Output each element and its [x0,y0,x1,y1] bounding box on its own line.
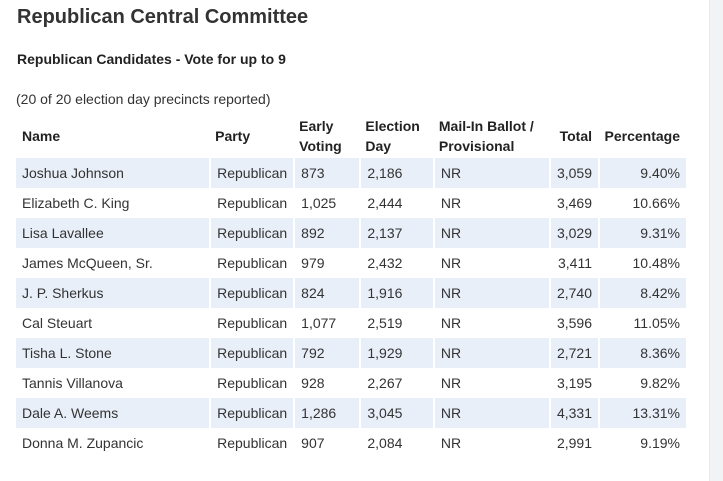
candidate-name: James McQueen, Sr. [16,248,210,278]
table-row: Joshua Johnson Republican 873 2,186 NR 3… [16,158,686,188]
table-row: James McQueen, Sr. Republican 979 2,432 … [16,248,686,278]
candidate-name: Tannis Villanova [16,368,210,398]
percentage-value: 9.31% [598,218,686,248]
candidate-name: Donna M. Zupancic [16,428,210,458]
early-voting-count: 928 [293,368,360,398]
election-day-count: 2,519 [359,308,433,338]
total-count: 2,740 [548,278,598,308]
percentage-value: 9.19% [598,428,686,458]
header-name: Name [16,114,210,158]
percentage-value: 11.05% [598,308,686,338]
candidate-party: Republican [209,248,294,278]
candidate-name: Elizabeth C. King [16,188,210,218]
total-count: 3,195 [548,368,598,398]
candidate-party: Republican [209,278,294,308]
candidate-party: Republican [209,218,294,248]
candidate-party: Republican [209,428,294,458]
contest-subtitle: Republican Candidates - Vote for up to 9 [17,51,286,67]
candidate-party: Republican [209,368,294,398]
early-voting-count: 873 [293,158,360,188]
election-day-count: 2,186 [359,158,433,188]
mail-in-count: NR [432,398,549,428]
table-row: Cal Steuart Republican 1,077 2,519 NR 3,… [16,308,686,338]
precincts-reported-note: (20 of 20 election day precincts reporte… [16,91,271,107]
total-count: 3,411 [548,248,598,278]
election-day-count: 2,137 [359,218,433,248]
percentage-value: 9.40% [598,158,686,188]
candidate-party: Republican [209,188,294,218]
early-voting-count: 1,025 [293,188,360,218]
percentage-value: 10.66% [598,188,686,218]
table-row: Lisa Lavallee Republican 892 2,137 NR 3,… [16,218,686,248]
table-row: Tannis Villanova Republican 928 2,267 NR… [16,368,686,398]
total-count: 3,469 [548,188,598,218]
total-count: 4,331 [548,398,598,428]
total-count: 3,029 [548,218,598,248]
percentage-value: 10.48% [598,248,686,278]
mail-in-count: NR [432,368,549,398]
mail-in-count: NR [432,248,549,278]
percentage-value: 9.82% [598,368,686,398]
candidate-name: Tisha L. Stone [16,338,210,368]
table-row: Dale A. Weems Republican 1,286 3,045 NR … [16,398,686,428]
table-header-row: Name Party Early Voting Election Day Mai… [16,114,686,158]
early-voting-count: 824 [293,278,360,308]
election-day-count: 2,267 [359,368,433,398]
candidate-name: Joshua Johnson [16,158,210,188]
percentage-value: 8.36% [598,338,686,368]
mail-in-count: NR [432,278,549,308]
early-voting-count: 1,286 [293,398,360,428]
early-voting-count: 1,077 [293,308,360,338]
election-day-count: 2,084 [359,428,433,458]
election-day-count: 2,444 [359,188,433,218]
early-voting-count: 792 [293,338,360,368]
header-percentage: Percentage [598,114,686,158]
election-day-count: 1,929 [359,338,433,368]
header-party: Party [209,114,294,158]
candidate-party: Republican [209,338,294,368]
candidate-party: Republican [209,308,294,338]
table-row: J. P. Sherkus Republican 824 1,916 NR 2,… [16,278,686,308]
election-day-count: 1,916 [359,278,433,308]
total-count: 2,721 [548,338,598,368]
candidate-name: Dale A. Weems [16,398,210,428]
total-count: 3,596 [548,308,598,338]
page-title: Republican Central Committee [17,6,309,28]
early-voting-count: 979 [293,248,360,278]
election-day-count: 3,045 [359,398,433,428]
total-count: 2,991 [548,428,598,458]
total-count: 3,059 [548,158,598,188]
header-election-day: Election Day [359,114,433,158]
header-total: Total [548,114,598,158]
early-voting-count: 892 [293,218,360,248]
mail-in-count: NR [432,308,549,338]
table-row: Elizabeth C. King Republican 1,025 2,444… [16,188,686,218]
mail-in-count: NR [432,338,549,368]
page-scrollbar-track[interactable] [709,0,723,481]
candidate-party: Republican [209,158,294,188]
candidate-party: Republican [209,398,294,428]
candidate-name: Cal Steuart [16,308,210,338]
results-table: Name Party Early Voting Election Day Mai… [16,114,686,458]
mail-in-count: NR [432,218,549,248]
mail-in-count: NR [432,188,549,218]
mail-in-count: NR [432,158,549,188]
percentage-value: 8.42% [598,278,686,308]
mail-in-count: NR [432,428,549,458]
percentage-value: 13.31% [598,398,686,428]
candidate-name: Lisa Lavallee [16,218,210,248]
early-voting-count: 907 [293,428,360,458]
election-day-count: 2,432 [359,248,433,278]
header-mail-in: Mail-In Ballot / Provisional [432,114,549,158]
table-row: Tisha L. Stone Republican 792 1,929 NR 2… [16,338,686,368]
candidate-name: J. P. Sherkus [16,278,210,308]
header-early-voting: Early Voting [293,114,360,158]
table-row: Donna M. Zupancic Republican 907 2,084 N… [16,428,686,458]
